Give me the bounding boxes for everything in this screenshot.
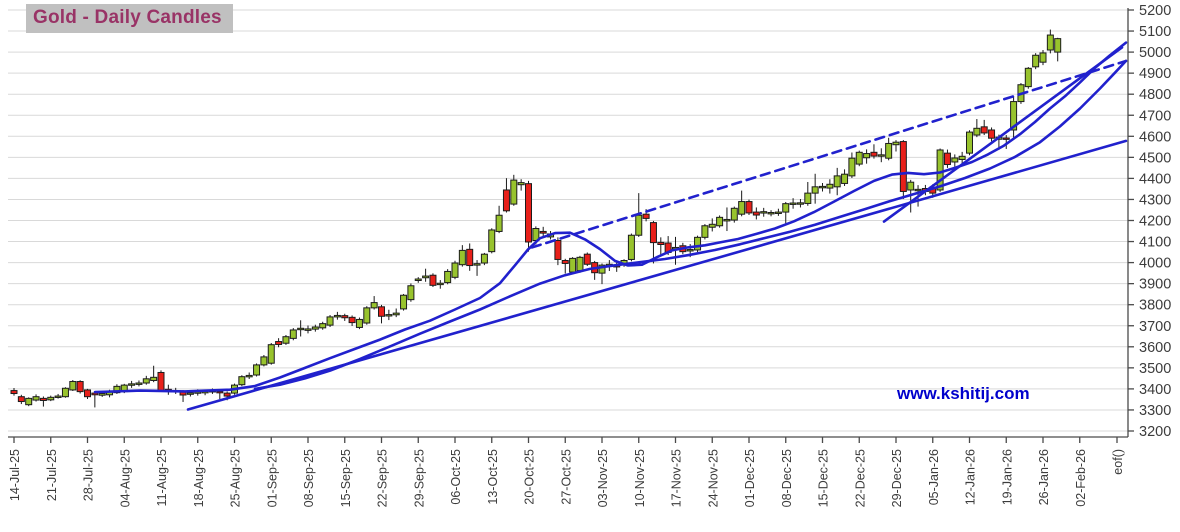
svg-text:3700: 3700	[1139, 319, 1171, 335]
svg-text:05-Jan-26: 05-Jan-26	[927, 449, 941, 505]
candles-layer	[10, 29, 1062, 408]
svg-text:4800: 4800	[1139, 87, 1171, 103]
overlay-lines	[93, 41, 1128, 411]
svg-text:18-Aug-25: 18-Aug-25	[192, 449, 206, 507]
svg-text:22-Dec-25: 22-Dec-25	[853, 449, 867, 507]
svg-text:4000: 4000	[1139, 256, 1171, 272]
svg-text:29-Dec-25: 29-Dec-25	[890, 449, 904, 507]
svg-text:11-Aug-25: 11-Aug-25	[155, 449, 169, 506]
svg-text:3200: 3200	[1139, 424, 1171, 440]
svg-text:29-Sep-25: 29-Sep-25	[412, 449, 426, 507]
axes	[8, 8, 1129, 438]
svg-text:08-Dec-25: 08-Dec-25	[780, 449, 794, 507]
svg-text:5000: 5000	[1139, 45, 1171, 61]
trendline-dashed	[530, 59, 1128, 249]
svg-text:4300: 4300	[1139, 192, 1171, 208]
svg-text:24-Nov-25: 24-Nov-25	[706, 449, 720, 507]
svg-text:21-Jul-25: 21-Jul-25	[45, 449, 59, 501]
svg-text:27-Oct-25: 27-Oct-25	[559, 449, 573, 505]
svg-text:01-Sep-25: 01-Sep-25	[265, 449, 279, 507]
svg-text:4500: 4500	[1139, 150, 1171, 166]
svg-text:3300: 3300	[1139, 403, 1171, 419]
svg-text:4200: 4200	[1139, 214, 1171, 230]
svg-text:03-Nov-25: 03-Nov-25	[596, 449, 610, 507]
svg-text:02-Feb-26: 02-Feb-26	[1074, 449, 1088, 507]
svg-text:26-Jan-26: 26-Jan-26	[1037, 449, 1051, 505]
svg-text:15-Sep-25: 15-Sep-25	[339, 449, 353, 507]
svg-text:eof(): eof()	[1111, 449, 1125, 475]
svg-text:06-Oct-25: 06-Oct-25	[449, 449, 463, 505]
svg-text:5100: 5100	[1139, 24, 1171, 40]
x-axis-labels: 14-Jul-25 21-Jul-25 28-Jul-25 04-Aug-25 11-A…	[8, 437, 1125, 507]
svg-text:04-Aug-25: 04-Aug-25	[118, 449, 132, 507]
moving-average-fast	[93, 41, 1128, 394]
svg-text:4100: 4100	[1139, 235, 1171, 251]
svg-text:3800: 3800	[1139, 298, 1171, 314]
svg-text:3900: 3900	[1139, 277, 1171, 293]
trendline-support	[186, 139, 1128, 411]
svg-text:13-Oct-25: 13-Oct-25	[486, 449, 500, 505]
svg-text:15-Dec-25: 15-Dec-25	[817, 449, 831, 507]
svg-text:22-Sep-25: 22-Sep-25	[376, 449, 390, 507]
svg-text:20-Oct-25: 20-Oct-25	[523, 449, 537, 505]
y-axis-labels: 3200 3300 3400 3500 3600 3700 3800 3900 4000 4100…	[1128, 3, 1171, 440]
svg-text:17-Nov-25: 17-Nov-25	[670, 449, 684, 507]
watermark-link[interactable]: www.kshitij.com	[897, 384, 1030, 403]
svg-text:3400: 3400	[1139, 382, 1171, 398]
svg-text:14-Jul-25: 14-Jul-25	[8, 449, 22, 501]
chart-title: Gold - Daily Candles	[26, 4, 233, 33]
svg-text:19-Jan-26: 19-Jan-26	[1000, 449, 1014, 505]
svg-text:3600: 3600	[1139, 340, 1171, 356]
svg-text:12-Jan-26: 12-Jan-26	[964, 449, 978, 505]
svg-text:08-Sep-25: 08-Sep-25	[302, 449, 316, 507]
svg-text:3500: 3500	[1139, 361, 1171, 377]
svg-text:28-Jul-25: 28-Jul-25	[82, 449, 96, 501]
svg-text:4900: 4900	[1139, 66, 1171, 82]
svg-text:4400: 4400	[1139, 171, 1171, 187]
moving-average-slow	[253, 59, 1128, 391]
svg-text:4700: 4700	[1139, 108, 1171, 124]
svg-text:10-Nov-25: 10-Nov-25	[633, 449, 647, 507]
svg-text:25-Aug-25: 25-Aug-25	[229, 449, 243, 507]
svg-text:4600: 4600	[1139, 129, 1171, 145]
svg-text:01-Dec-25: 01-Dec-25	[743, 449, 757, 507]
gridlines	[8, 9, 1128, 432]
svg-text:5200: 5200	[1139, 3, 1171, 19]
